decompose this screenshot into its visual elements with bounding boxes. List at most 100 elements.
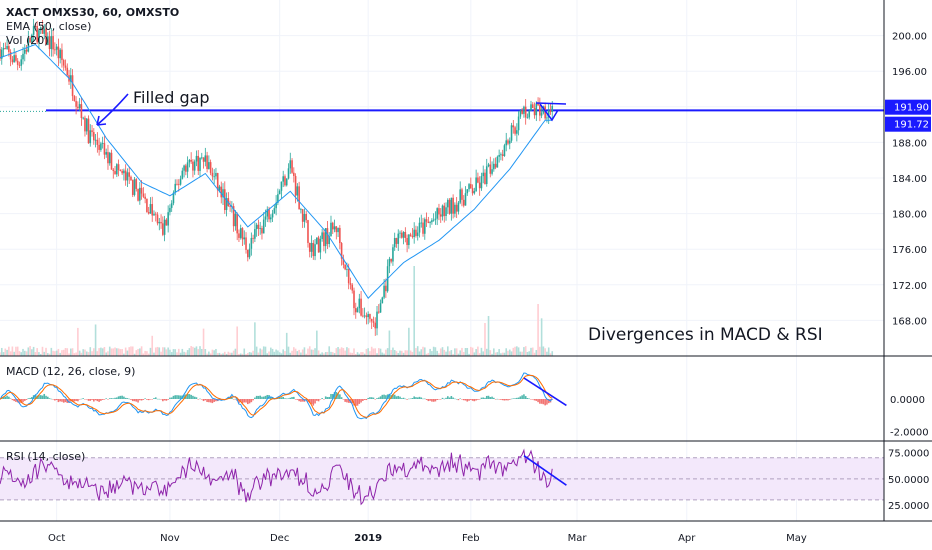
candle-body — [107, 152, 109, 164]
macd-histogram-bar — [103, 399, 106, 400]
candle-body — [29, 37, 31, 43]
volume-bar — [397, 352, 400, 356]
volume-bar — [450, 350, 453, 356]
candle-body — [466, 189, 469, 194]
macd-histogram-bar — [46, 396, 49, 399]
volume-bar — [46, 353, 49, 356]
macd-histogram-bar — [408, 398, 410, 400]
macd-panel[interactable] — [0, 372, 567, 420]
candle-body — [89, 130, 92, 144]
macd-histogram-bar — [471, 399, 474, 401]
price-panel[interactable]: Filled gap Divergences in MACD & RSI — [0, 0, 884, 521]
volume-bar — [471, 347, 474, 356]
candle-body — [510, 125, 513, 141]
candle-body — [475, 177, 477, 192]
macd-histogram-bar — [121, 395, 123, 399]
macd-histogram-bar — [2, 396, 5, 399]
macd-legend-label[interactable]: MACD (12, 26, close, 9) — [6, 365, 136, 378]
macd-histogram-bar — [163, 399, 166, 401]
volume-bar — [307, 348, 309, 356]
macd-histogram-bar — [400, 398, 403, 399]
top-pattern — [535, 102, 567, 122]
volume-bar — [507, 350, 509, 356]
volume-bar — [206, 353, 208, 356]
volume-bar — [510, 351, 513, 356]
volume-bar — [167, 347, 169, 356]
volume-bar — [537, 304, 539, 356]
macd-histogram-bar — [190, 394, 192, 399]
macd-histogram-bar — [508, 399, 511, 400]
rsi-legend-label[interactable]: RSI (14, close) — [6, 450, 86, 463]
volume-bar — [22, 348, 24, 356]
volume-bar — [415, 348, 417, 356]
volume-bar — [475, 349, 477, 356]
macd-histogram-bar — [156, 398, 159, 400]
candle-body — [491, 169, 493, 174]
ema-legend[interactable]: EMA (50, close) — [6, 20, 92, 33]
candle-body — [547, 110, 550, 118]
macd-histogram-bar — [48, 398, 51, 399]
candle-body — [425, 219, 428, 222]
candle-body — [38, 30, 40, 43]
candle-body — [528, 110, 531, 118]
price-tick-label: 196.00 — [892, 67, 927, 78]
time-tick-label: 2019 — [354, 533, 382, 544]
candle-body — [0, 49, 3, 59]
candle-body — [294, 175, 297, 196]
macd-histogram-bar — [289, 397, 292, 399]
candle-body — [354, 308, 357, 313]
candle-body — [208, 162, 210, 169]
candle-body — [165, 219, 168, 226]
macd-histogram-bar — [11, 399, 14, 401]
macd-histogram-bar — [507, 399, 509, 401]
macd-histogram-bar — [505, 399, 508, 401]
volume-bar — [422, 346, 424, 356]
candle-body — [9, 51, 12, 60]
candle-body — [273, 208, 276, 214]
volume-bar — [55, 350, 58, 356]
macd-histogram-bar — [406, 399, 408, 400]
macd-histogram-bar — [25, 399, 28, 400]
time-axis[interactable]: Oct Nov Dec 2019 Feb Mar Apr May — [48, 533, 807, 544]
candle-body — [353, 290, 355, 309]
candle-body — [16, 60, 19, 65]
macd-histogram-bar — [503, 399, 506, 401]
volume-bar — [270, 347, 272, 356]
volume-bar — [4, 348, 7, 356]
volume-bar — [229, 352, 231, 356]
price-tick-label: 172.00 — [892, 281, 927, 292]
volume-bar — [186, 350, 189, 356]
macd-histogram-bar — [372, 397, 375, 399]
volume-bar — [420, 349, 423, 356]
candle-body — [48, 36, 51, 50]
macd-histogram-bar — [239, 399, 242, 402]
macd-histogram-bar — [452, 397, 454, 399]
macd-histogram-bar — [539, 399, 541, 404]
candle-body — [471, 188, 474, 194]
macd-histogram-bar — [404, 398, 407, 400]
macd-line — [0, 372, 553, 420]
price-tick-label: 176.00 — [892, 245, 927, 256]
symbol-label[interactable]: XACT OMXS30, 60, OMXSTO — [6, 6, 180, 19]
rsi-panel[interactable] — [0, 448, 884, 506]
candle-body — [512, 125, 515, 128]
candle-body — [328, 236, 331, 245]
volume-bar — [480, 347, 483, 356]
candle-body — [301, 209, 304, 222]
volume-bar — [441, 347, 444, 356]
candle-body — [215, 173, 217, 177]
candle-body — [96, 139, 99, 145]
macd-histogram-bar — [478, 399, 481, 400]
macd-histogram-bar — [176, 395, 178, 399]
candles — [0, 18, 554, 336]
candle-body — [85, 118, 88, 132]
candle-body — [480, 176, 483, 189]
macd-histogram-bar — [316, 399, 318, 401]
candle-body — [493, 163, 495, 170]
macd-histogram-bar — [333, 392, 336, 399]
volume-bar — [454, 348, 456, 356]
macd-histogram-bar — [172, 395, 175, 399]
candle-body — [551, 106, 554, 112]
volume-legend[interactable]: Vol (20) — [6, 34, 49, 47]
